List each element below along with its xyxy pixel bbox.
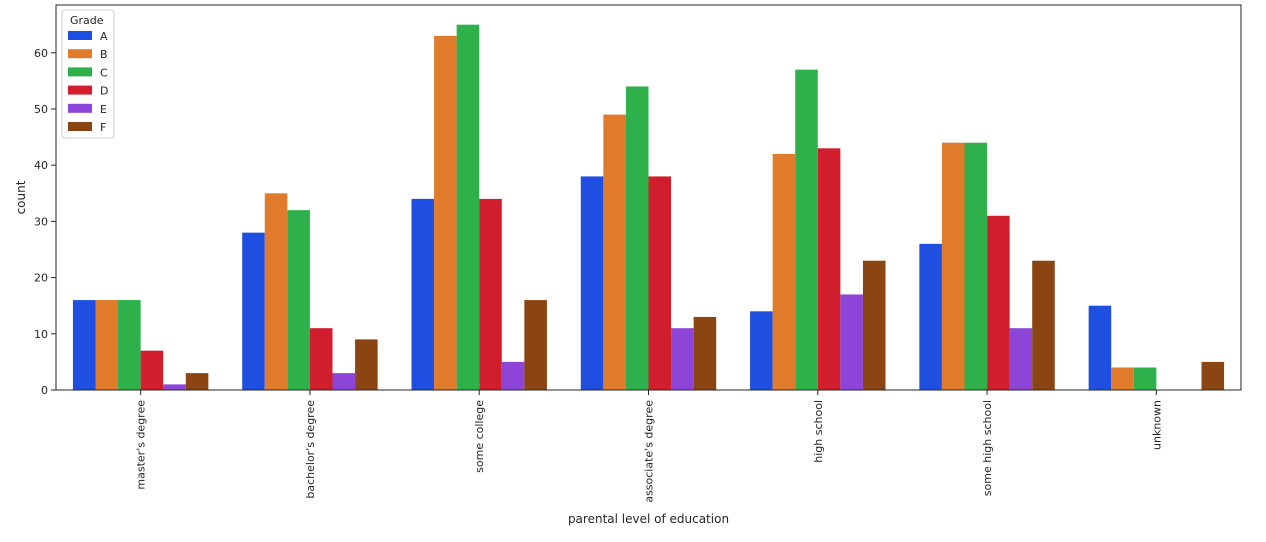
bar-b-3 <box>603 114 626 390</box>
bar-d-3 <box>648 176 672 390</box>
x-tick-label: high school <box>812 400 825 463</box>
x-tick-label: unknown <box>1150 400 1163 450</box>
x-tick-label: some college <box>473 400 486 473</box>
bar-d-2 <box>479 198 502 390</box>
bar-a-6 <box>1088 305 1112 390</box>
legend-label-f: F <box>100 121 106 134</box>
legend-label-c: C <box>100 66 108 79</box>
bar-a-2 <box>411 198 435 390</box>
y-tick-label: 20 <box>34 272 48 285</box>
bar-a-4 <box>750 311 773 390</box>
y-tick-label: 0 <box>41 384 48 397</box>
bar-d-0 <box>140 350 164 390</box>
bar-a-1 <box>242 232 265 390</box>
bar-c-0 <box>118 300 141 390</box>
x-tick-label: some high school <box>981 400 994 496</box>
bar-a-0 <box>72 300 96 390</box>
bar-f-5 <box>1032 260 1055 390</box>
bar-b-2 <box>434 35 457 390</box>
legend-swatch-d <box>68 85 92 95</box>
bar-c-4 <box>795 69 818 390</box>
legend-label-b: B <box>100 48 108 61</box>
bar-b-4 <box>772 153 796 390</box>
bar-b-0 <box>95 300 119 390</box>
bar-f-6 <box>1201 361 1225 390</box>
bar-c-3 <box>625 86 649 390</box>
legend-swatch-a <box>68 31 92 40</box>
bars-layer <box>72 24 1225 390</box>
bar-a-3 <box>580 176 604 390</box>
bar-d-5 <box>987 215 1010 390</box>
bar-f-3 <box>693 316 717 390</box>
bar-c-6 <box>1133 367 1157 390</box>
y-tick-label: 10 <box>34 328 48 341</box>
x-tick-label: bachelor's degree <box>304 400 317 499</box>
legend-label-d: D <box>100 85 108 98</box>
bar-e-1 <box>332 373 356 390</box>
legend-swatch-f <box>68 122 92 131</box>
bar-b-6 <box>1111 367 1134 390</box>
bar-c-1 <box>287 210 310 390</box>
bar-f-1 <box>355 339 378 390</box>
legend-title: Grade <box>70 14 104 27</box>
bar-e-4 <box>840 294 863 390</box>
y-tick-label: 50 <box>34 103 48 116</box>
y-tick-label: 30 <box>34 215 48 228</box>
bar-e-0 <box>163 384 186 390</box>
bar-c-5 <box>964 142 988 390</box>
legend-swatch-c <box>68 67 92 77</box>
x-axis: master's degree bachelor's degree some col… <box>135 390 1163 503</box>
bar-f-2 <box>524 300 547 390</box>
y-tick-label: 60 <box>34 47 48 60</box>
bar-d-4 <box>817 148 841 390</box>
bar-b-5 <box>941 142 965 390</box>
legend-swatch-b <box>68 49 92 59</box>
bar-e-3 <box>671 328 694 390</box>
y-tick-label: 40 <box>34 159 48 172</box>
x-tick-label: master's degree <box>135 400 148 490</box>
bar-a-5 <box>919 243 942 390</box>
bar-f-4 <box>862 260 886 390</box>
x-tick-label: associate's degree <box>643 400 656 503</box>
x-axis-label: parental level of education <box>568 512 729 526</box>
bar-d-1 <box>309 328 333 390</box>
bar-e-5 <box>1009 328 1033 390</box>
bar-e-2 <box>501 361 525 390</box>
legend-label-e: E <box>100 103 107 116</box>
legend-label-a: A <box>100 30 108 43</box>
bar-b-1 <box>264 193 288 390</box>
y-axis: 0 10 20 30 40 50 60 <box>34 47 56 397</box>
legend-swatch-e <box>68 103 92 113</box>
bar-c-2 <box>456 24 480 390</box>
bar-f-0 <box>185 373 209 390</box>
y-axis-label: count <box>14 180 28 214</box>
